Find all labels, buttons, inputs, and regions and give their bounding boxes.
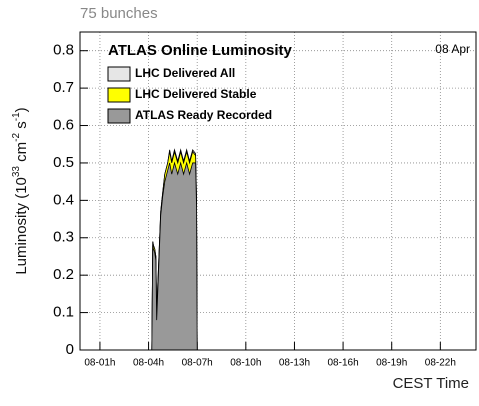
x-tick-label: 08-10h bbox=[230, 358, 261, 369]
legend-swatch bbox=[107, 66, 131, 82]
y-tick-label: 0.4 bbox=[53, 191, 74, 208]
x-tick-label: 08-13h bbox=[279, 358, 310, 369]
subtitle: 75 bunches bbox=[80, 5, 158, 22]
y-tick-label: 0.5 bbox=[53, 154, 74, 171]
plot-frame bbox=[79, 31, 477, 351]
date-label: 08 Apr bbox=[435, 42, 470, 56]
y-label-part: Luminosity (10 bbox=[13, 177, 30, 275]
legend-label: LHC Delivered All bbox=[135, 66, 235, 80]
x-tick-label: 08-16h bbox=[328, 358, 359, 369]
y-tick-label: 0.8 bbox=[53, 42, 74, 59]
y-tick-label: 0.7 bbox=[53, 79, 74, 96]
y-tick-label: 0.1 bbox=[53, 304, 74, 321]
y-tick-label: 0.6 bbox=[53, 116, 74, 133]
legend-swatch bbox=[107, 87, 131, 103]
y-tick-label: 0.2 bbox=[53, 266, 74, 283]
x-tick-label: 08-01h bbox=[84, 358, 115, 369]
y-label-part: cm bbox=[13, 142, 30, 166]
y-label-sup: -2 bbox=[11, 132, 22, 141]
x-axis-label: CEST Time bbox=[393, 375, 469, 392]
legend-swatch bbox=[107, 108, 131, 124]
y-axis-label: Luminosity (1033 cm-2 s-1) bbox=[11, 107, 30, 274]
legend-label: LHC Delivered Stable bbox=[135, 87, 257, 101]
x-tick-label: 08-19h bbox=[376, 358, 407, 369]
chart-title: ATLAS Online Luminosity bbox=[108, 42, 293, 59]
y-tick-label: 0 bbox=[66, 341, 74, 358]
y-label-part: ) bbox=[13, 107, 30, 112]
y-tick-label: 0.3 bbox=[53, 229, 74, 246]
area bbox=[151, 161, 198, 351]
x-tick-label: 08-07h bbox=[182, 358, 213, 369]
y-label-part: s bbox=[13, 121, 30, 133]
x-tick-label: 08-04h bbox=[133, 358, 164, 369]
plot-area bbox=[80, 32, 476, 350]
x-tick-label: 08-22h bbox=[425, 358, 456, 369]
y-label-sup: -1 bbox=[11, 112, 22, 121]
y-label-sup: 33 bbox=[11, 166, 22, 178]
legend-label: ATLAS Ready Recorded bbox=[135, 108, 272, 122]
